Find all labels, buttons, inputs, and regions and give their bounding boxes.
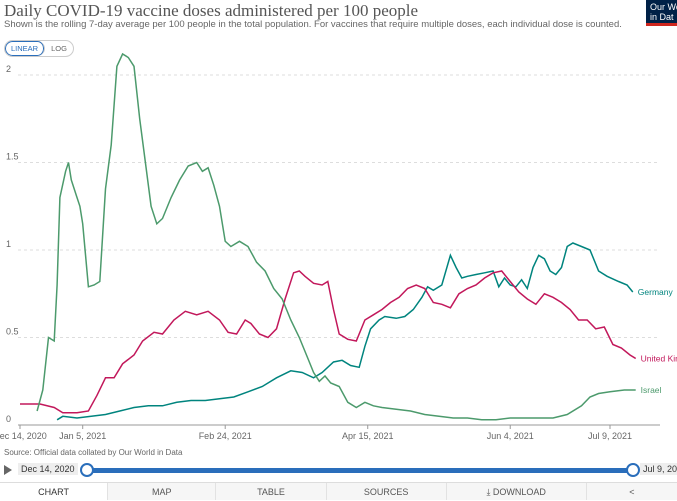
logo-line-2: in Dat <box>650 12 674 22</box>
play-icon[interactable] <box>4 465 12 475</box>
tab-map[interactable]: MAP <box>108 483 217 500</box>
y-tick-label: 1 <box>6 239 11 249</box>
y-tick-label: 0.5 <box>6 327 19 337</box>
tab-sources[interactable]: SOURCES <box>327 483 447 500</box>
x-tick-label: Jan 5, 2021 <box>59 431 106 441</box>
x-tick-label: Apr 15, 2021 <box>342 431 394 441</box>
owid-logo[interactable]: Our Wo in Dat <box>646 0 677 26</box>
timeline-end-label[interactable]: Jul 9, 2021 <box>640 463 677 475</box>
source-note: Source: Official data collated by Our Wo… <box>4 448 183 457</box>
tab-bar: CHART MAP TABLE SOURCES ⤓ DOWNLOAD < <box>0 482 677 500</box>
tab-chart[interactable]: CHART <box>0 483 109 500</box>
x-tick-label: Jul 9, 2021 <box>588 431 632 441</box>
x-tick-label: Dec 14, 2020 <box>0 431 47 441</box>
series-line-united-kingdom[interactable] <box>20 270 637 414</box>
timeline-track[interactable] <box>85 468 632 473</box>
series-line-israel[interactable] <box>36 52 636 421</box>
x-tick-label: Jun 4, 2021 <box>487 431 534 441</box>
y-tick-label: 2 <box>6 64 11 74</box>
timeline-start-label[interactable]: Dec 14, 2020 <box>18 463 78 475</box>
tab-table[interactable]: TABLE <box>216 483 327 500</box>
series-line-germany[interactable] <box>56 242 634 421</box>
logo-line-1: Our Wo <box>650 2 677 12</box>
scale-toggle: LINEAR LOG <box>4 40 74 57</box>
series-label-germany[interactable]: Germany <box>638 287 674 297</box>
share-icon[interactable]: < <box>629 487 635 497</box>
linear-scale-button[interactable]: LINEAR <box>5 41 46 56</box>
chart-title: Daily COVID-19 vaccine doses administere… <box>4 1 419 20</box>
chart-subtitle: Shown is the rolling 7-day average per 1… <box>4 19 622 30</box>
series-label-united-kingdom[interactable]: United Kingdom <box>641 354 677 364</box>
timeline: Dec 14, 2020 Jul 9, 2021 <box>0 460 677 480</box>
log-scale-button[interactable]: LOG <box>51 44 67 53</box>
y-tick-label: 0 <box>6 414 11 424</box>
x-tick-label: Feb 24, 2021 <box>199 431 252 441</box>
y-tick-label: 1.5 <box>6 152 19 162</box>
series-label-israel[interactable]: Israel <box>641 385 662 395</box>
timeline-end-handle[interactable] <box>626 463 640 477</box>
tab-download[interactable]: ⤓ DOWNLOAD <box>447 483 587 500</box>
timeline-start-handle[interactable] <box>80 463 94 477</box>
line-chart: 0 0.5 1 1.5 2 Dec 14, 2020 Jan 5, 2021 Feb 24, … <box>0 52 677 441</box>
